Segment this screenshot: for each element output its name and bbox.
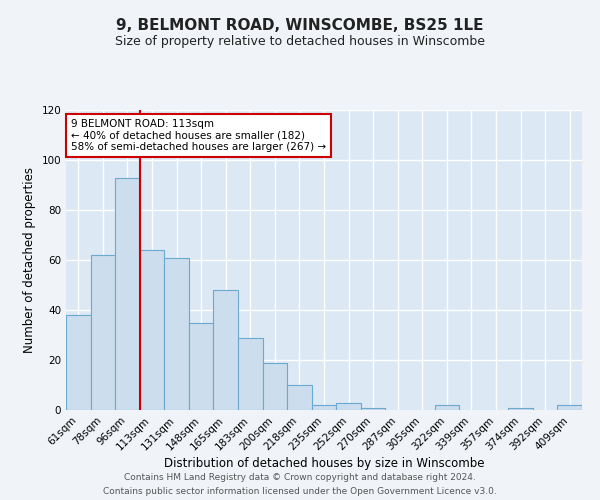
Bar <box>312 405 336 410</box>
Bar <box>263 362 287 410</box>
Bar <box>66 315 91 410</box>
Bar <box>115 178 140 410</box>
Text: 9 BELMONT ROAD: 113sqm
← 40% of detached houses are smaller (182)
58% of semi-de: 9 BELMONT ROAD: 113sqm ← 40% of detached… <box>71 119 326 152</box>
Bar <box>557 405 582 410</box>
Bar <box>336 402 361 410</box>
Text: Contains public sector information licensed under the Open Government Licence v3: Contains public sector information licen… <box>103 486 497 496</box>
Bar <box>434 405 459 410</box>
Bar <box>238 338 263 410</box>
Bar <box>508 408 533 410</box>
Bar <box>91 255 115 410</box>
Y-axis label: Number of detached properties: Number of detached properties <box>23 167 36 353</box>
Bar <box>287 385 312 410</box>
Text: Contains HM Land Registry data © Crown copyright and database right 2024.: Contains HM Land Registry data © Crown c… <box>124 473 476 482</box>
Bar <box>214 290 238 410</box>
Bar <box>164 258 189 410</box>
Bar <box>140 250 164 410</box>
Bar <box>189 322 214 410</box>
Bar <box>361 408 385 410</box>
X-axis label: Distribution of detached houses by size in Winscombe: Distribution of detached houses by size … <box>164 458 484 470</box>
Text: Size of property relative to detached houses in Winscombe: Size of property relative to detached ho… <box>115 35 485 48</box>
Text: 9, BELMONT ROAD, WINSCOMBE, BS25 1LE: 9, BELMONT ROAD, WINSCOMBE, BS25 1LE <box>116 18 484 32</box>
